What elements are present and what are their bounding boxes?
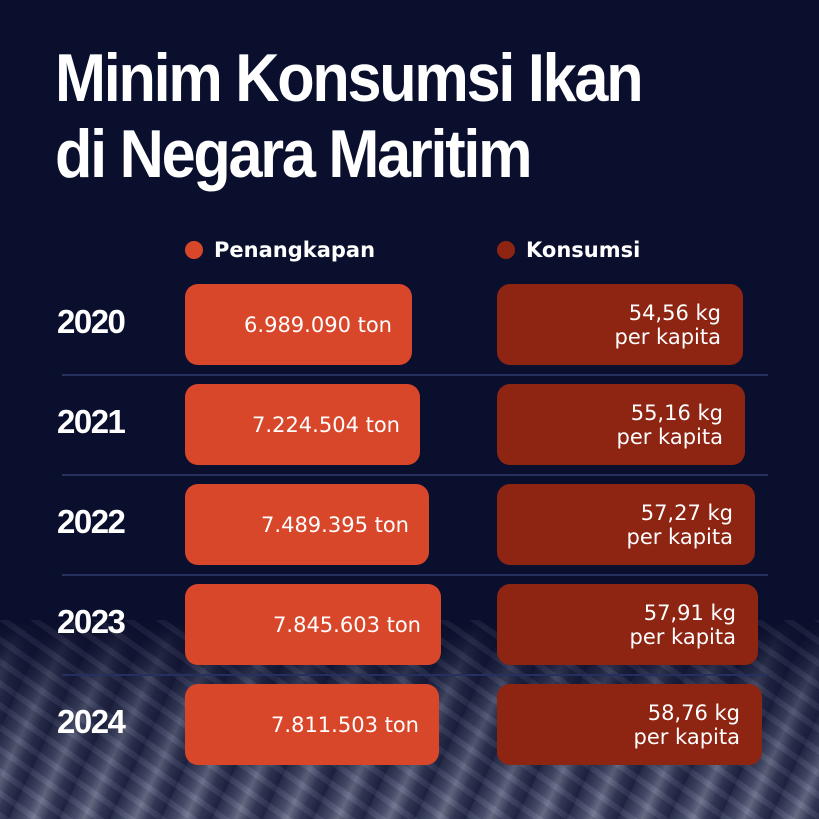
penangkapan-bar: 6.989.090 ton xyxy=(185,284,412,365)
title-line-2: di Negara Maritim xyxy=(55,116,533,192)
konsumsi-bar: 58,76 kg per kapita xyxy=(497,684,762,765)
penangkapan-value: 7.489.395 ton xyxy=(261,512,409,537)
konsumsi-unit: per kapita xyxy=(633,724,741,749)
legend-konsumsi: Konsumsi xyxy=(497,238,640,262)
row-divider xyxy=(62,574,768,576)
penangkapan-value: 7.845.603 ton xyxy=(273,612,421,637)
row-divider xyxy=(62,374,768,376)
year-label: 2024 xyxy=(57,703,126,740)
konsumsi-bar: 57,91 kg per kapita xyxy=(497,584,758,665)
data-row-2024: 2024 7.811.503 ton 58,76 kg per kapita xyxy=(0,675,819,775)
penangkapan-bar: 7.811.503 ton xyxy=(185,684,439,765)
data-row-2020: 2020 6.989.090 ton 54,56 kg per kapita xyxy=(0,275,819,375)
legend-label: Penangkapan xyxy=(214,238,376,262)
konsumsi-bar: 55,16 kg per kapita xyxy=(497,384,745,465)
year-label: 2023 xyxy=(57,603,126,640)
title-line-1: Minim Konsumsi Ikan xyxy=(55,40,644,116)
year-label: 2021 xyxy=(57,403,126,440)
konsumsi-unit: per kapita xyxy=(616,424,724,449)
konsumsi-unit: per kapita xyxy=(614,324,722,349)
data-row-2023: 2023 7.845.603 ton 57,91 kg per kapita xyxy=(0,575,819,675)
konsumsi-value: 55,16 kg xyxy=(630,400,723,425)
konsumsi-value: 57,91 kg xyxy=(643,600,736,625)
legend-dot-penangkapan-icon xyxy=(185,241,203,259)
row-divider xyxy=(62,474,768,476)
page-title: Minim Konsumsi Ikan di Negara Maritim xyxy=(55,40,644,192)
penangkapan-bar: 7.224.504 ton xyxy=(185,384,420,465)
year-label: 2020 xyxy=(57,303,126,340)
legend-penangkapan: Penangkapan xyxy=(185,238,375,262)
penangkapan-bar: 7.845.603 ton xyxy=(185,584,441,665)
year-label: 2022 xyxy=(57,503,126,540)
data-row-2021: 2021 7.224.504 ton 55,16 kg per kapita xyxy=(0,375,819,475)
konsumsi-value: 57,27 kg xyxy=(640,500,733,525)
legend-label: Konsumsi xyxy=(526,238,641,262)
penangkapan-value: 6.989.090 ton xyxy=(244,312,392,337)
konsumsi-value: 54,56 kg xyxy=(628,300,721,325)
penangkapan-value: 7.224.504 ton xyxy=(252,412,400,437)
data-row-2022: 2022 7.489.395 ton 57,27 kg per kapita xyxy=(0,475,819,575)
penangkapan-value: 7.811.503 ton xyxy=(271,712,419,737)
row-divider xyxy=(62,674,768,676)
penangkapan-bar: 7.489.395 ton xyxy=(185,484,429,565)
konsumsi-bar: 54,56 kg per kapita xyxy=(497,284,743,365)
konsumsi-value: 58,76 kg xyxy=(647,700,740,725)
konsumsi-bar: 57,27 kg per kapita xyxy=(497,484,755,565)
legend-dot-konsumsi-icon xyxy=(497,241,515,259)
konsumsi-unit: per kapita xyxy=(629,624,737,649)
konsumsi-unit: per kapita xyxy=(626,524,734,549)
